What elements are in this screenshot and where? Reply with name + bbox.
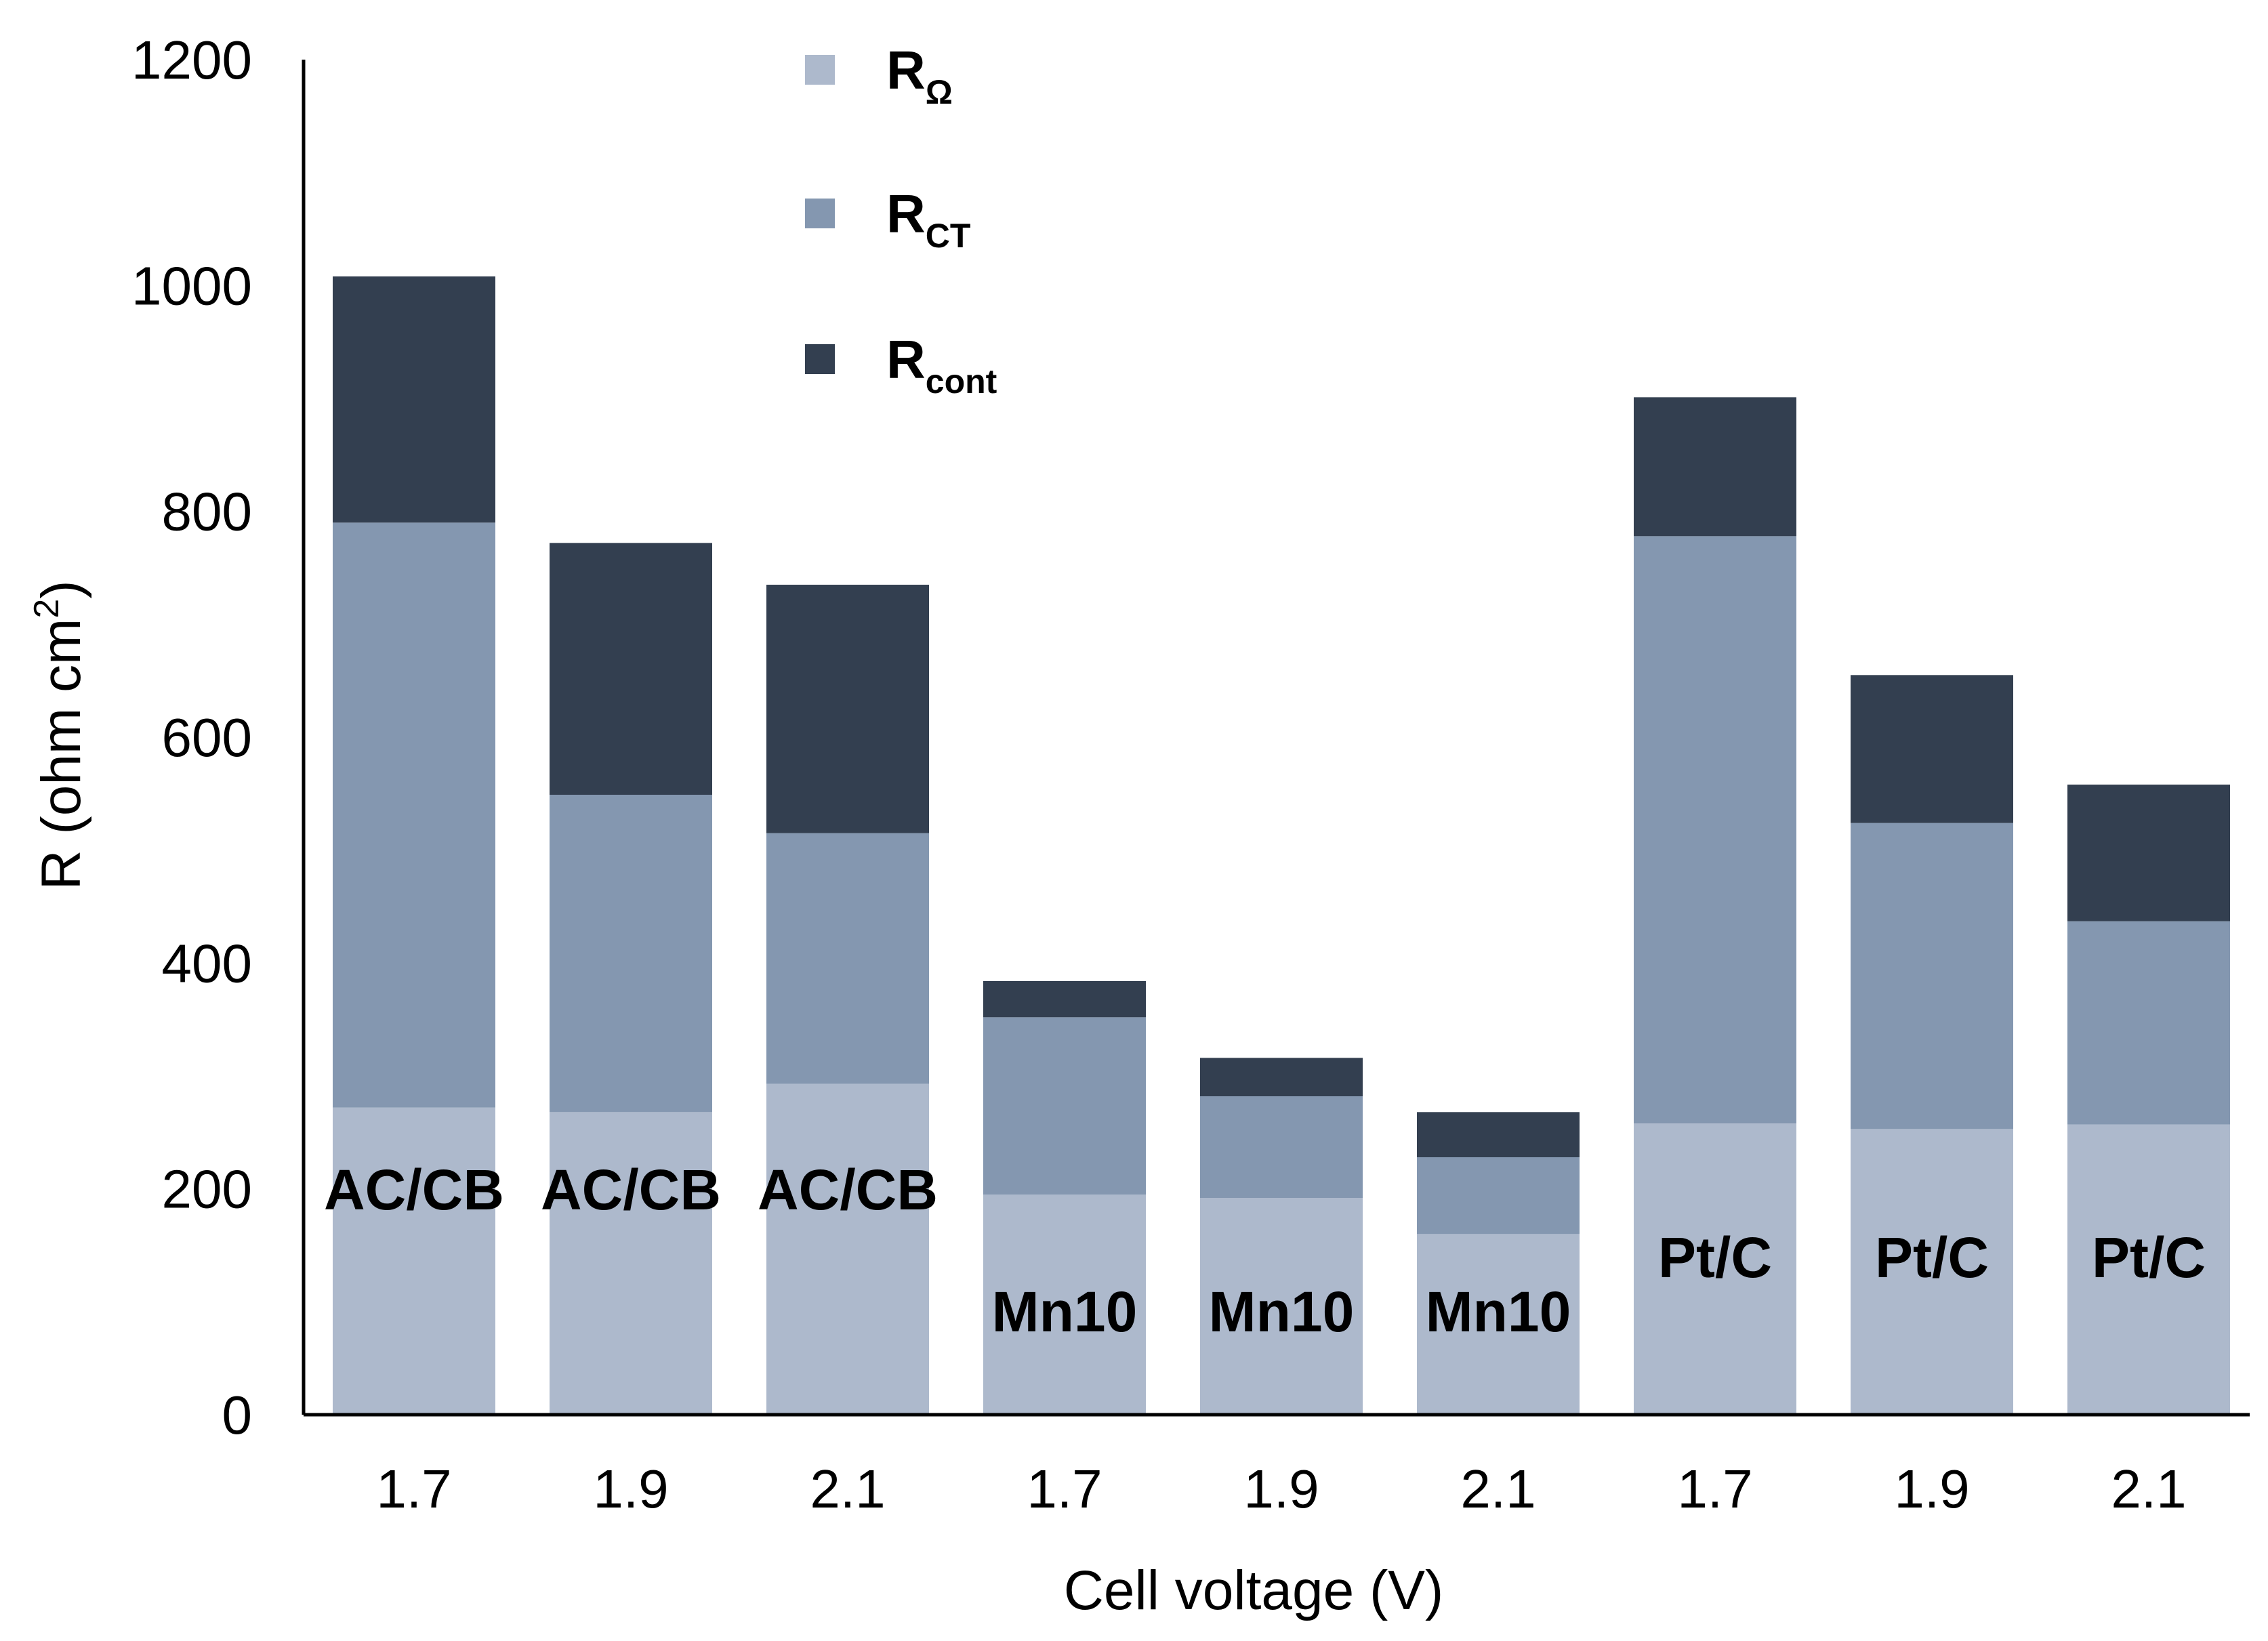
bar-group-label: Pt/C (1658, 1226, 1772, 1289)
legend-label: RΩ (886, 40, 953, 111)
y-tick-label: 200 (162, 1159, 252, 1220)
x-tick-label: 1.7 (1027, 1459, 1102, 1519)
y-tick-label: 0 (222, 1385, 253, 1445)
bar-segment-r-ct (1634, 536, 1796, 1123)
bar-segment-r-cont (983, 981, 1146, 1017)
legend-swatch (805, 55, 835, 85)
bar-segment-r-cont (1417, 1112, 1580, 1157)
bar-group-label: Mn10 (1426, 1280, 1571, 1344)
x-axis-title: Cell voltage (V) (1064, 1560, 1444, 1621)
bar-segment-r-ct (1851, 823, 2013, 1129)
bar-segment-r-ct (333, 522, 495, 1107)
bar-group-label: Mn10 (992, 1280, 1138, 1344)
bar-group-label: Pt/C (2092, 1226, 2206, 1289)
x-tick-labels: 1.7 1.9 2.1 1.7 1.9 2.1 1.7 1.9 2.1 (376, 1459, 2186, 1519)
x-tick-label: 1.7 (376, 1459, 451, 1519)
y-tick-label: 1200 (131, 30, 252, 90)
bar-group-label: Pt/C (1875, 1226, 1989, 1289)
legend-swatch (805, 199, 835, 228)
bar-group-label: AC/CB (541, 1158, 721, 1222)
bar-segment-r-ct (1417, 1157, 1580, 1234)
x-tick-label: 1.9 (593, 1459, 668, 1519)
y-tick-label: 800 (162, 482, 252, 542)
bar-segment-r-cont (1200, 1058, 1363, 1096)
legend-label: RCT (886, 184, 970, 255)
bar-segment-r-ct (983, 1017, 1146, 1195)
bar-segment-r-ohm (766, 1084, 929, 1415)
y-tick-labels: 0 200 400 600 800 1000 1200 (131, 30, 252, 1445)
bar-segment-r-cont (2067, 785, 2230, 921)
x-tick-label: 2.1 (2111, 1459, 2186, 1519)
y-tick-label: 600 (162, 707, 252, 768)
bar-segment-r-ct (766, 833, 929, 1084)
bar-group-label: Mn10 (1209, 1280, 1355, 1344)
bar-group-label: AC/CB (324, 1158, 504, 1222)
legend-swatch (805, 344, 835, 374)
bar-segment-r-ohm (333, 1108, 495, 1415)
legend: RΩ RCT Rcont (805, 40, 997, 400)
stacked-bar-chart: AC/CB AC/CB AC/CBMn10 Mn10 Mn10Pt/C Pt/C Pt/C … (0, 0, 2268, 1641)
bar-group-label: AC/CB (758, 1158, 938, 1222)
y-tick-label: 400 (162, 933, 252, 993)
x-tick-label: 1.7 (1677, 1459, 1752, 1519)
bar-segment-r-cont (1851, 675, 2013, 823)
x-tick-label: 1.9 (1243, 1459, 1319, 1519)
y-tick-label: 1000 (131, 255, 252, 316)
y-axis-title: R (ohm cm2) (27, 580, 92, 890)
bar-segment-r-ct (2067, 921, 2230, 1125)
bar-segment-r-cont (550, 543, 712, 795)
bar-segment-r-cont (333, 276, 495, 522)
x-tick-label: 2.1 (810, 1459, 885, 1519)
x-tick-label: 2.1 (1460, 1459, 1535, 1519)
x-tick-label: 1.9 (1894, 1459, 1969, 1519)
bar-segment-r-ct (1200, 1096, 1363, 1198)
legend-label: Rcont (886, 329, 997, 400)
bar-segment-r-cont (1634, 397, 1796, 536)
bar-segment-r-ct (550, 795, 712, 1112)
bar-segment-r-cont (766, 585, 929, 833)
